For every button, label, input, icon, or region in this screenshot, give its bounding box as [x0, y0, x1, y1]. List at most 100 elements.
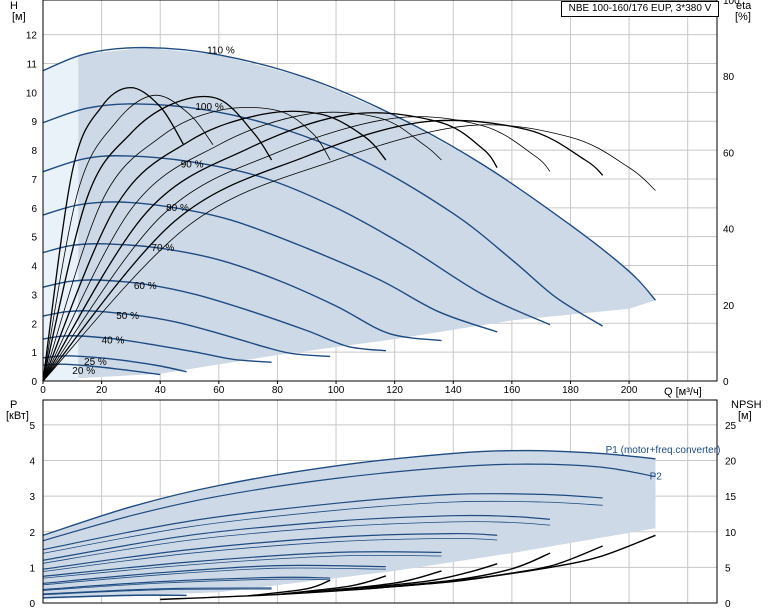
npsh-curve-2	[365, 552, 551, 590]
eta-tick-label: 100	[723, 0, 740, 7]
p2-curve	[42, 463, 656, 542]
pump-model-title: NBE 100-160/176 EUP, 3*380 V	[561, 1, 719, 17]
npsh-curve-1	[365, 545, 603, 590]
head-operating-area	[78, 47, 656, 379]
h-tick-label: 5	[31, 233, 37, 244]
head-curve-label: 50 %	[116, 311, 139, 322]
head-curve-0	[42, 46, 657, 301]
eta-curve-6	[42, 112, 498, 382]
npsh-curve-6	[248, 579, 331, 597]
npsh-axis-unit: [м]	[738, 410, 752, 422]
x-tick-label: 20	[96, 385, 108, 396]
npsh-curve-5	[277, 575, 387, 596]
eta-curve-7	[42, 116, 551, 382]
head-curve-5	[42, 279, 386, 352]
h-tick-label: 6	[31, 204, 37, 215]
eta-curve-3	[42, 106, 331, 382]
head-curve-label: 60 %	[134, 281, 157, 292]
power-curve-1	[42, 514, 551, 561]
x-tick-label: 160	[504, 385, 521, 396]
npsh-curve-3	[335, 563, 498, 591]
head-curve-label: 100 %	[195, 102, 223, 113]
head-curve-label: 110 %	[207, 46, 235, 57]
power-curve-p2-1	[42, 521, 551, 564]
power-panel-frame	[42, 399, 718, 604]
eta-curve-4	[42, 110, 387, 382]
p-tick-label: 0	[29, 599, 35, 610]
x-tick-label: 120	[386, 385, 403, 396]
h-tick-label: 2	[31, 319, 37, 330]
power-curve-p2-2	[42, 537, 498, 572]
p-tick-label: 1	[29, 563, 35, 574]
x-tick-label: 180	[562, 385, 579, 396]
power-curve-p2-5	[42, 578, 331, 591]
power-curve-p2-0	[42, 500, 603, 554]
eta-tick-label: 60	[723, 148, 735, 159]
eta-curve-5	[42, 111, 442, 382]
x-tick-label: 60	[213, 385, 225, 396]
h-tick-label: 1	[31, 348, 37, 359]
h-tick-label: 0	[31, 377, 37, 388]
head-curve-4	[42, 243, 442, 342]
power-curve-0	[42, 492, 603, 551]
p-tick-label: 3	[29, 492, 35, 503]
npsh-tick-label: 0	[725, 599, 731, 610]
q-axis-label: Q [м³/ч]	[664, 386, 702, 398]
power-curve-4	[42, 564, 386, 584]
p2-series-label: P2	[650, 472, 663, 483]
head-curve-2	[42, 155, 551, 326]
h-tick-label: 8	[31, 146, 37, 157]
x-tick-label: 0	[40, 385, 46, 396]
power-curve-2	[42, 532, 498, 570]
head-curve-label: 90 %	[181, 160, 204, 171]
h-axis-unit: [м]	[12, 11, 26, 23]
h-tick-label: 7	[31, 175, 37, 186]
x-tick-label: 100	[328, 385, 345, 396]
npsh-tick-label: 5	[725, 563, 731, 574]
head-curve-6	[42, 310, 331, 358]
power-curve-6	[42, 587, 272, 595]
head-curve-label: 20 %	[72, 366, 95, 377]
npsh-tick-label: 10	[725, 528, 737, 539]
head-panel-frame	[42, 0, 718, 382]
h-tick-label: 12	[26, 31, 38, 42]
head-low-flow-zone	[43, 54, 79, 381]
h-axis-label: H	[10, 0, 18, 12]
eta-curve-9	[42, 124, 656, 382]
npsh-curve-4	[306, 570, 442, 593]
power-curve-p2-6	[42, 588, 272, 596]
p-axis-unit: [кВт]	[6, 410, 29, 422]
p-tick-label: 5	[29, 421, 35, 432]
power-operating-area	[43, 450, 656, 600]
head-curve-3	[42, 201, 498, 333]
eta-curve-8	[42, 119, 604, 382]
eta-axis-unit: [%]	[735, 11, 751, 23]
power-curve-p2-4	[42, 567, 386, 586]
eta-tick-label: 20	[723, 301, 735, 312]
power-curve-5	[42, 576, 331, 591]
p-axis-label: P	[10, 399, 18, 411]
power-curve-p2-7	[42, 595, 187, 599]
npsh-tick-label: 15	[725, 492, 737, 503]
npsh-tick-label: 25	[725, 421, 737, 432]
head-curve-7	[42, 335, 272, 363]
p1-curve	[42, 449, 656, 536]
head-curve-label: 70 %	[151, 243, 174, 254]
p-tick-label: 4	[29, 457, 35, 468]
x-tick-label: 40	[155, 385, 167, 396]
eta-axis-label: eta	[736, 0, 752, 12]
h-tick-label: 3	[31, 290, 37, 301]
head-curve-label: 40 %	[102, 336, 125, 347]
power-curve-3	[42, 551, 442, 577]
eta-curve-2	[42, 95, 273, 382]
eta-curve-1	[42, 94, 214, 382]
x-tick-label: 200	[621, 385, 638, 396]
eta-curve-0	[42, 86, 185, 382]
p-tick-label: 2	[29, 528, 35, 539]
npsh-curve-0	[160, 534, 656, 601]
h-tick-label: 10	[26, 88, 38, 99]
h-tick-label: 9	[31, 117, 37, 128]
eta-tick-label: 0	[723, 377, 729, 388]
eta-tick-label: 40	[723, 225, 735, 236]
